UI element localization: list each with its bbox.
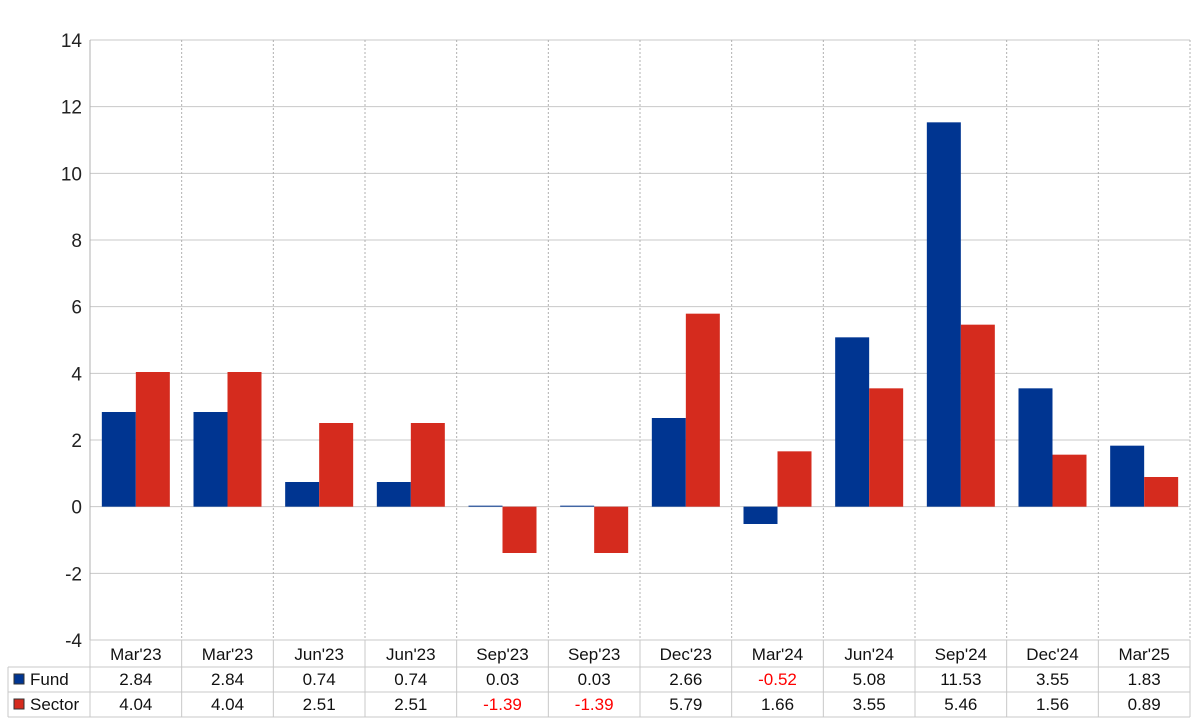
table-value-sector: 5.79 — [669, 695, 702, 714]
table-value-sector: 2.51 — [394, 695, 427, 714]
category-label: Mar'24 — [752, 645, 803, 664]
bar-fund — [835, 337, 870, 507]
table-value-sector: -1.39 — [483, 695, 522, 714]
table-value-sector: 1.56 — [1036, 695, 1069, 714]
bar-sector — [1052, 454, 1087, 507]
bar-sector — [594, 506, 629, 553]
bar-fund — [193, 412, 228, 507]
bars — [101, 122, 1179, 553]
category-label: Sep'23 — [568, 645, 620, 664]
y-tick-label: 0 — [71, 498, 82, 519]
table-value-fund: 1.83 — [1128, 670, 1161, 689]
y-tick-label: -2 — [65, 564, 82, 585]
bar-fund — [926, 122, 961, 507]
table-value-fund: 0.03 — [578, 670, 611, 689]
bar-sector — [869, 388, 904, 507]
legend-label-fund: Fund — [30, 670, 69, 689]
bar-fund — [743, 506, 778, 524]
category-label: Mar'25 — [1118, 645, 1169, 664]
category-label: Dec'24 — [1026, 645, 1078, 664]
bar-fund — [285, 482, 320, 507]
category-label: Sep'24 — [935, 645, 987, 664]
bar-fund — [1018, 388, 1053, 507]
bar-sector — [685, 313, 720, 507]
bar-sector — [319, 423, 354, 507]
category-label: Sep'23 — [476, 645, 528, 664]
table-value-fund: 2.84 — [119, 670, 152, 689]
table-value-fund: 0.03 — [486, 670, 519, 689]
table-value-sector: 5.46 — [944, 695, 977, 714]
data-table: Mar'23 Mar'23 Jun'23 Jun'23 Sep'23 Sep'23 Dec'… — [7, 639, 1191, 718]
category-label: Mar'23 — [110, 645, 161, 664]
y-tick-label: 8 — [71, 231, 82, 252]
bar-fund — [651, 418, 686, 507]
table-value-sector: 4.04 — [119, 695, 152, 714]
y-tick-label: 14 — [61, 31, 83, 52]
category-label: Mar'23 — [202, 645, 253, 664]
category-label: Dec'23 — [660, 645, 712, 664]
y-tick-label: 12 — [61, 98, 82, 119]
bar-sector — [227, 372, 262, 507]
table-value-fund: 0.74 — [303, 670, 336, 689]
y-tick-label: 6 — [71, 298, 82, 319]
table-value-sector: 4.04 — [211, 695, 244, 714]
bar-sector — [777, 451, 812, 507]
table-value-sector: 2.51 — [303, 695, 336, 714]
bar-sector — [410, 423, 445, 507]
bar-fund — [1110, 445, 1145, 507]
y-tick-label: 2 — [71, 431, 82, 452]
bar-fund — [376, 482, 411, 507]
bar-sector — [1144, 477, 1179, 507]
grid-lines — [89, 39, 1191, 641]
table-value-sector: 0.89 — [1128, 695, 1161, 714]
category-label: Jun'24 — [844, 645, 894, 664]
table-value-fund: -0.52 — [758, 670, 797, 689]
table-value-fund: 2.84 — [211, 670, 244, 689]
legend-label-sector: Sector — [30, 695, 79, 714]
y-tick-label: 4 — [71, 364, 82, 385]
table-value-sector: 3.55 — [853, 695, 886, 714]
category-label: Jun'23 — [386, 645, 436, 664]
y-axis: -4 -2 0 2 4 6 8 10 12 14 — [61, 31, 83, 652]
table-value-sector: -1.39 — [575, 695, 614, 714]
legend-swatch-fund — [13, 673, 25, 685]
table-value-sector: 1.66 — [761, 695, 794, 714]
table-value-fund: 11.53 — [940, 670, 981, 689]
table-value-fund: 2.66 — [669, 670, 702, 689]
category-label: Jun'23 — [294, 645, 344, 664]
table-value-fund: 5.08 — [853, 670, 886, 689]
y-tick-label: 10 — [61, 164, 82, 185]
bar-fund — [560, 505, 595, 507]
y-tick-label: -4 — [65, 631, 82, 652]
table-value-fund: 0.74 — [394, 670, 427, 689]
legend-swatch-sector — [13, 698, 25, 710]
bar-sector — [502, 506, 537, 553]
bar-sector — [135, 372, 170, 507]
bar-fund — [101, 412, 136, 507]
bar-fund — [468, 505, 503, 507]
table-value-fund: 3.55 — [1036, 670, 1069, 689]
bar-sector — [960, 324, 995, 507]
